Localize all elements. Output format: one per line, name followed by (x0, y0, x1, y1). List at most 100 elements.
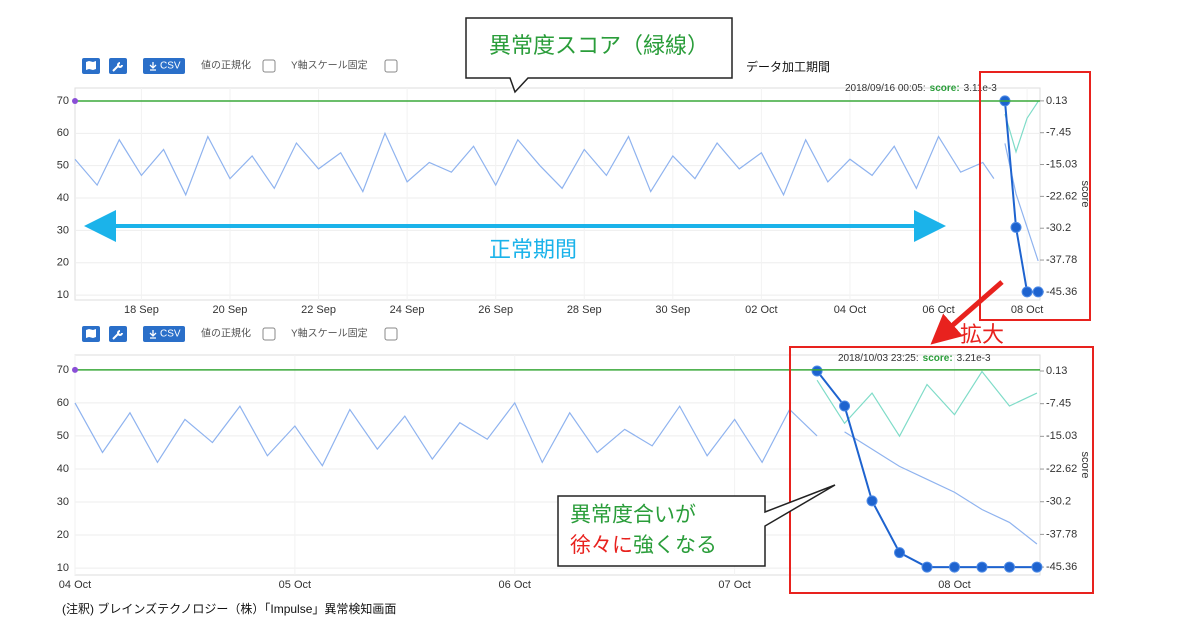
series-line (816, 370, 1038, 438)
highlight-box (979, 71, 1091, 321)
y2-tick-label: -45.36 (1046, 286, 1077, 298)
y-tick-label: 20 (57, 257, 69, 269)
x-tick-label: 06 Oct (922, 304, 954, 316)
y-tick-label: 40 (57, 192, 69, 204)
zoom-arrow (930, 280, 1004, 345)
x-tick-label: 18 Sep (124, 304, 159, 316)
score-point (1031, 561, 1043, 573)
map-icon (86, 61, 96, 70)
y-tick-label: 10 (57, 289, 69, 301)
threshold-point (72, 97, 78, 104)
map-icon (86, 329, 96, 338)
x-tick-label: 06 Oct (499, 579, 531, 591)
zoom-label: 拡大 (960, 322, 1004, 347)
x-tick-label: 05 Oct (279, 579, 311, 591)
hover-time: 2018/09/16 00:05: (845, 83, 926, 94)
y2-tick-label: -37.78 (1046, 254, 1077, 266)
callout-text-red: 徐々に (570, 534, 633, 557)
x-tick-label: 22 Sep (301, 304, 336, 316)
series-line (1004, 101, 1039, 154)
series-line (74, 131, 995, 197)
y2-tick-label: -30.2 (1046, 496, 1071, 508)
hover-key: score: (930, 83, 960, 94)
y2-tick-label: -7.45 (1046, 127, 1071, 139)
hover-label: 2018/10/03 23:25: score: 3.21e-3 (838, 353, 991, 364)
y-tick-label: 50 (57, 430, 69, 442)
checkbox[interactable] (384, 327, 398, 341)
score-point (1003, 561, 1015, 573)
series-line (1003, 100, 1039, 293)
y-tick-label: 10 (57, 562, 69, 574)
x-tick-label: 07 Oct (718, 579, 750, 591)
y-tick-label: 70 (57, 95, 69, 107)
y-tick-label: 60 (57, 397, 69, 409)
callout-text: 徐々に強くなる (570, 534, 717, 557)
y2-axis-title: score (1079, 181, 1091, 208)
callout-box (465, 17, 733, 94)
series-line (74, 401, 818, 467)
x-tick-label: 08 Oct (938, 579, 970, 591)
callout-box (557, 484, 836, 567)
csv-label: CSV (160, 329, 181, 340)
score-point (1021, 286, 1033, 298)
x-tick-label: 04 Oct (59, 579, 91, 591)
x-tick-label: 30 Sep (655, 304, 690, 316)
score-point (894, 547, 906, 559)
checkbox[interactable] (262, 59, 276, 73)
checkbox[interactable] (384, 59, 398, 73)
callout-text: 異常度スコア（緑線） (489, 33, 709, 58)
y2-axis-title: score (1079, 452, 1091, 479)
series-line (844, 431, 1038, 545)
y2-tick-label: -22.62 (1046, 463, 1077, 475)
score-point (811, 365, 823, 377)
y-tick-label: 30 (57, 224, 69, 236)
plot-area (74, 87, 1041, 301)
x-tick-label: 26 Sep (478, 304, 513, 316)
y2-tick-label: -7.45 (1046, 398, 1071, 410)
hover-label: 2018/09/16 00:05: score: 3.11e-3 (845, 83, 997, 94)
callout-text-green: 強くなる (633, 534, 717, 557)
threshold-point (72, 366, 78, 373)
score-point (1032, 286, 1044, 298)
wrench-icon (112, 62, 123, 72)
toolbar-label: Y軸スケール固定 (291, 327, 368, 340)
x-tick-label: 24 Sep (390, 304, 425, 316)
score-point (839, 400, 851, 412)
csv-label: CSV (160, 61, 181, 72)
hover-value: 3.21e-3 (957, 353, 991, 364)
toolbar-label: Y軸スケール固定 (291, 59, 368, 72)
y2-tick-label: -45.36 (1046, 561, 1077, 573)
x-tick-label: 04 Oct (834, 304, 866, 316)
y2-tick-label: -30.2 (1046, 222, 1071, 234)
score-point (1010, 221, 1022, 233)
score-point (921, 561, 933, 573)
x-tick-label: 08 Oct (1011, 304, 1043, 316)
y2-tick-label: 0.13 (1046, 365, 1067, 377)
toolbar-label: 値の正規化 (201, 59, 251, 72)
y-tick-label: 20 (57, 529, 69, 541)
charts: CSV 値の正規化 Y軸スケール固定 10 20 30 40 50 60 70 18 Sep 20 S… (57, 58, 1091, 591)
score-point (866, 495, 878, 507)
annotations: 異常度スコア（緑線） データ加工期間 拡大 正常期間 異常度合いが 徐々に強くな… (62, 17, 1094, 616)
y-tick-label: 60 (57, 127, 69, 139)
y-tick-label: 40 (57, 463, 69, 475)
period-label: データ加工期間 (746, 59, 830, 74)
score-point (976, 561, 988, 573)
y-tick-label: 50 (57, 160, 69, 172)
x-tick-label: 20 Sep (213, 304, 248, 316)
hover-time: 2018/10/03 23:25: (838, 353, 919, 364)
callout-text: 異常度合いが (570, 504, 696, 527)
wrench-icon (112, 330, 123, 340)
highlight-box (789, 346, 1094, 594)
y2-tick-label: 0.13 (1046, 95, 1067, 107)
download-icon (149, 62, 157, 71)
y2-tick-label: -15.03 (1046, 430, 1077, 442)
checkbox[interactable] (262, 327, 276, 341)
caption: (注釈) ブレインズテクノロジー（株）「Impulse」異常検知画面 (62, 601, 396, 616)
hover-key: score: (923, 353, 953, 364)
y-tick-label: 30 (57, 496, 69, 508)
y2-tick-label: -15.03 (1046, 158, 1077, 170)
y2-tick-label: -37.78 (1046, 528, 1077, 540)
download-icon (149, 330, 157, 339)
